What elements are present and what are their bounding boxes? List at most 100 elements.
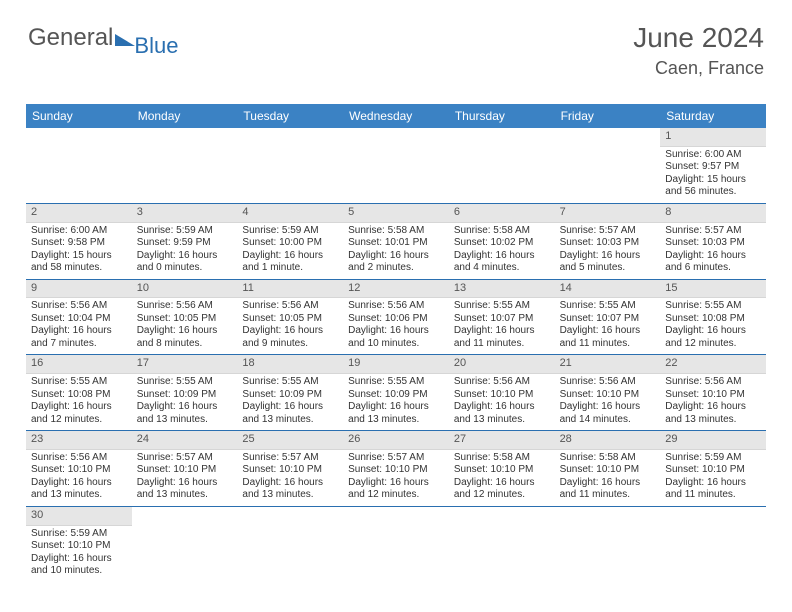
sunset-line: Sunset: 9:58 PM [31,237,127,250]
daylight-line-2: and 11 minutes. [454,338,550,351]
day-cell [343,128,449,203]
day-cell: 29Sunrise: 5:59 AMSunset: 10:10 PMDaylig… [660,431,766,506]
sunrise-line: Sunrise: 5:57 AM [348,452,444,465]
calendar: Sunday Monday Tuesday Wednesday Thursday… [26,104,766,582]
daylight-line-1: Daylight: 16 hours [665,477,761,490]
daylight-line-2: and 1 minute. [242,262,338,275]
daylight-line-2: and 0 minutes. [137,262,233,275]
sunset-line: Sunset: 9:57 PM [665,161,761,174]
sunset-line: Sunset: 10:10 PM [242,464,338,477]
daylight-line-1: Daylight: 16 hours [31,325,127,338]
sunset-line: Sunset: 10:09 PM [137,389,233,402]
day-cell [26,128,132,203]
day-number: 5 [343,204,449,223]
daylight-line-1: Daylight: 16 hours [454,401,550,414]
daylight-line-2: and 9 minutes. [242,338,338,351]
day-body: Sunrise: 5:59 AMSunset: 9:59 PMDaylight:… [132,223,238,279]
day-body: Sunrise: 5:59 AMSunset: 10:00 PMDaylight… [237,223,343,279]
sunrise-line: Sunrise: 5:58 AM [560,452,656,465]
daylight-line-2: and 14 minutes. [560,414,656,427]
day-body: Sunrise: 5:56 AMSunset: 10:04 PMDaylight… [26,298,132,354]
sunrise-line: Sunrise: 6:00 AM [665,149,761,162]
day-number: 9 [26,280,132,299]
sunset-line: Sunset: 10:10 PM [137,464,233,477]
daylight-line-1: Daylight: 16 hours [560,401,656,414]
daylight-line-1: Daylight: 16 hours [665,250,761,263]
sunset-line: Sunset: 9:59 PM [137,237,233,250]
day-cell [237,128,343,203]
daylight-line-2: and 12 minutes. [31,414,127,427]
day-body: Sunrise: 5:57 AMSunset: 10:03 PMDaylight… [660,223,766,279]
day-cell: 25Sunrise: 5:57 AMSunset: 10:10 PMDaylig… [237,431,343,506]
sunset-line: Sunset: 10:01 PM [348,237,444,250]
daylight-line-2: and 13 minutes. [454,414,550,427]
daylight-line-2: and 12 minutes. [454,489,550,502]
day-body: Sunrise: 5:59 AMSunset: 10:10 PMDaylight… [26,526,132,582]
daylight-line-1: Daylight: 16 hours [242,401,338,414]
day-header: Saturday [660,104,766,128]
daylight-line-1: Daylight: 16 hours [31,401,127,414]
day-cell: 26Sunrise: 5:57 AMSunset: 10:10 PMDaylig… [343,431,449,506]
sunset-line: Sunset: 10:07 PM [454,313,550,326]
daylight-line-1: Daylight: 16 hours [242,325,338,338]
day-number: 23 [26,431,132,450]
day-cell: 1 Sunrise: 6:00 AMSunset: 9:57 PMDaylight… [660,128,766,203]
day-number: 29 [660,431,766,450]
day-number: 11 [237,280,343,299]
sunset-line: Sunset: 10:06 PM [348,313,444,326]
day-body: Sunrise: 5:57 AMSunset: 10:10 PMDaylight… [237,450,343,506]
day-cell: 6Sunrise: 5:58 AMSunset: 10:02 PMDayligh… [449,204,555,279]
sunrise-line: Sunrise: 5:55 AM [665,300,761,313]
day-cell: 2Sunrise: 6:00 AMSunset: 9:58 PMDaylight… [26,204,132,279]
day-body: Sunrise: 6:00 AMSunset: 9:58 PMDaylight:… [26,223,132,279]
day-cell: 10Sunrise: 5:56 AMSunset: 10:05 PMDaylig… [132,280,238,355]
sunset-line: Sunset: 10:10 PM [31,540,127,553]
day-number: 1 [660,128,766,147]
daylight-line-1: Daylight: 15 hours [665,174,761,187]
sunrise-line: Sunrise: 5:55 AM [560,300,656,313]
day-body: Sunrise: 5:56 AMSunset: 10:06 PMDaylight… [343,298,449,354]
day-cell: 27Sunrise: 5:58 AMSunset: 10:10 PMDaylig… [449,431,555,506]
logo: General Blue [28,24,180,52]
logo-text-2: Blue [134,33,178,59]
day-number: 7 [555,204,661,223]
sunrise-line: Sunrise: 5:56 AM [348,300,444,313]
day-body: Sunrise: 5:57 AMSunset: 10:10 PMDaylight… [343,450,449,506]
day-number: 8 [660,204,766,223]
week-row: 1 Sunrise: 6:00 AMSunset: 9:57 PMDaylight… [26,128,766,204]
daylight-line-2: and 12 minutes. [665,338,761,351]
sunrise-line: Sunrise: 5:56 AM [560,376,656,389]
sunrise-line: Sunrise: 5:58 AM [454,452,550,465]
day-cell: 8Sunrise: 5:57 AMSunset: 10:03 PMDayligh… [660,204,766,279]
day-body: Sunrise: 5:56 AMSunset: 10:05 PMDaylight… [132,298,238,354]
day-header: Wednesday [343,104,449,128]
day-cell: 21Sunrise: 5:56 AMSunset: 10:10 PMDaylig… [555,355,661,430]
day-body: Sunrise: 5:55 AMSunset: 10:08 PMDaylight… [26,374,132,430]
day-header: Thursday [449,104,555,128]
daylight-line-1: Daylight: 15 hours [31,250,127,263]
day-body: Sunrise: 5:56 AMSunset: 10:10 PMDaylight… [449,374,555,430]
daylight-line-1: Daylight: 16 hours [454,250,550,263]
day-number: 26 [343,431,449,450]
daylight-line-2: and 58 minutes. [31,262,127,275]
day-cell: 9Sunrise: 5:56 AMSunset: 10:04 PMDayligh… [26,280,132,355]
week-row: 16Sunrise: 5:55 AMSunset: 10:08 PMDaylig… [26,355,766,431]
daylight-line-2: and 13 minutes. [137,414,233,427]
sunset-line: Sunset: 10:09 PM [242,389,338,402]
daylight-line-2: and 56 minutes. [665,186,761,199]
day-number: 3 [132,204,238,223]
daylight-line-1: Daylight: 16 hours [348,250,444,263]
sunset-line: Sunset: 10:10 PM [560,464,656,477]
daylight-line-1: Daylight: 16 hours [137,477,233,490]
day-cell: 3Sunrise: 5:59 AMSunset: 9:59 PMDaylight… [132,204,238,279]
daylight-line-2: and 13 minutes. [242,414,338,427]
day-body: Sunrise: 5:57 AMSunset: 10:10 PMDaylight… [132,450,238,506]
day-number: 27 [449,431,555,450]
sunrise-line: Sunrise: 6:00 AM [31,225,127,238]
sunset-line: Sunset: 10:10 PM [454,464,550,477]
day-cell: 13Sunrise: 5:55 AMSunset: 10:07 PMDaylig… [449,280,555,355]
day-body: Sunrise: 5:58 AMSunset: 10:10 PMDaylight… [449,450,555,506]
sunrise-line: Sunrise: 5:56 AM [31,300,127,313]
day-number: 24 [132,431,238,450]
sunset-line: Sunset: 10:09 PM [348,389,444,402]
